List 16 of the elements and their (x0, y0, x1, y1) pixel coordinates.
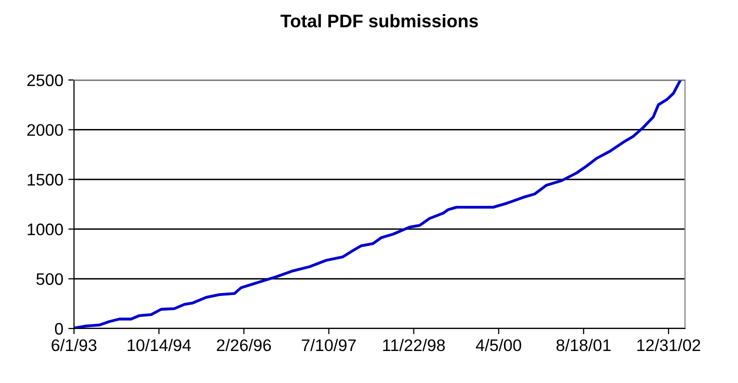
x-tick-label: 10/14/94 (128, 338, 191, 352)
line-series (74, 80, 682, 328)
y-tick-label: 1500 (28, 174, 63, 186)
x-tick-label: 2/26/96 (216, 338, 271, 352)
y-tick-label: 1000 (28, 224, 63, 236)
y-tick-label: 2000 (27, 124, 63, 136)
x-tick-label: 6/1/93 (52, 338, 96, 352)
x-tick-label: 7/10/97 (302, 338, 356, 352)
x-tick-label: 4/5/00 (476, 338, 522, 352)
x-tick-label: 8/18/01 (556, 338, 611, 352)
y-tick-label: 0 (54, 322, 63, 335)
y-tick-label: 2500 (27, 74, 63, 86)
chart-title: Total PDF submissions (280, 14, 478, 28)
y-tick-label: 500 (36, 273, 63, 286)
x-tick-label: 11/22/98 (383, 338, 445, 352)
x-tick-label: 12/31/02 (637, 338, 700, 352)
